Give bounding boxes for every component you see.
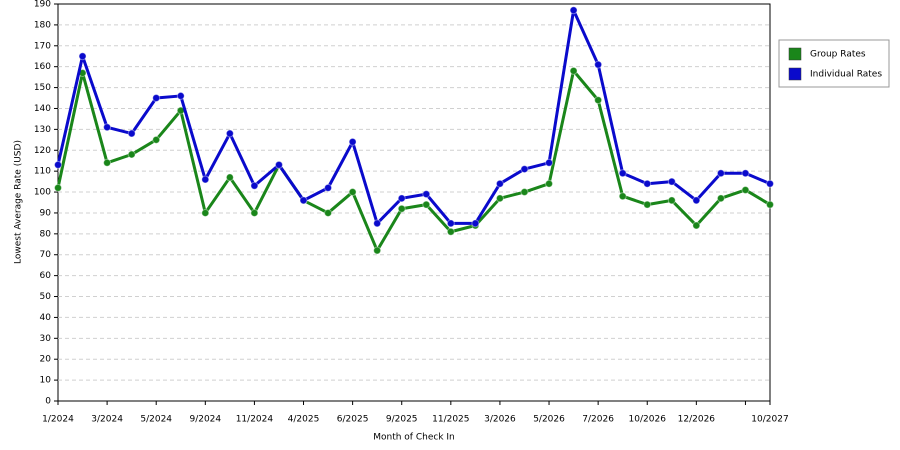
- data-point: [446, 219, 455, 228]
- data-point: [152, 135, 161, 144]
- y-tick-label: 150: [34, 83, 51, 93]
- data-point: [446, 227, 455, 236]
- y-tick-label: 90: [40, 208, 52, 218]
- x-tick-label: 10/2026: [629, 415, 667, 425]
- y-tick-label: 120: [34, 146, 51, 156]
- data-point: [594, 60, 603, 69]
- data-point: [643, 200, 652, 209]
- data-point: [422, 200, 431, 209]
- data-point: [569, 6, 578, 15]
- data-point: [176, 91, 185, 100]
- data-point: [692, 221, 701, 230]
- series-line: [56, 69, 771, 253]
- data-point: [201, 208, 210, 217]
- y-tick-label: 110: [34, 167, 51, 177]
- data-point: [594, 96, 603, 105]
- x-tick-label: 10/2027: [751, 415, 788, 425]
- y-tick-label: 190: [34, 0, 51, 10]
- data-point: [250, 208, 259, 217]
- x-tick-label: 5/2026: [533, 415, 565, 425]
- x-tick-label: 9/2025: [386, 415, 418, 425]
- data-point: [495, 194, 504, 203]
- x-tick-label: 1/2024: [42, 415, 74, 425]
- y-tick-label: 130: [34, 125, 51, 135]
- legend-swatch: [788, 47, 802, 61]
- data-point: [373, 219, 382, 228]
- legend-label: Group Rates: [810, 50, 866, 60]
- data-point: [373, 246, 382, 255]
- data-point: [78, 52, 87, 61]
- y-tick-label: 140: [34, 104, 51, 114]
- x-tick-label: 9/2024: [189, 415, 221, 425]
- series-line: [56, 8, 771, 225]
- data-point: [103, 158, 112, 167]
- y-tick-label: 160: [34, 62, 51, 72]
- data-point: [716, 194, 725, 203]
- data-point: [324, 208, 333, 217]
- data-point: [766, 179, 774, 188]
- data-point: [667, 177, 676, 186]
- x-tick-label: 6/2025: [337, 415, 369, 425]
- y-tick-label: 10: [40, 376, 52, 386]
- data-point: [127, 129, 136, 138]
- data-point: [545, 158, 554, 167]
- data-point: [545, 179, 554, 188]
- data-point: [201, 175, 210, 184]
- x-tick-label: 3/2026: [484, 415, 516, 425]
- x-tick-label: 7/2026: [582, 415, 614, 425]
- data-point: [225, 173, 234, 182]
- x-tick-label: 11/2025: [432, 415, 469, 425]
- data-point: [667, 196, 676, 205]
- data-point: [618, 192, 627, 201]
- y-tick-label: 30: [40, 334, 52, 344]
- data-point: [250, 181, 259, 190]
- y-tick-label: 50: [40, 292, 52, 302]
- data-point: [569, 66, 578, 75]
- data-point: [54, 183, 62, 192]
- y-tick-label: 180: [34, 20, 51, 30]
- data-point: [225, 129, 234, 138]
- x-tick-label: 5/2024: [140, 415, 172, 425]
- y-axis-title: Lowest Average Rate (USD): [14, 140, 24, 264]
- data-point: [103, 123, 112, 132]
- y-tick-label: 20: [40, 355, 52, 365]
- legend-label: Individual Rates: [810, 70, 882, 80]
- data-point: [692, 196, 701, 205]
- data-point: [422, 190, 431, 199]
- data-point: [299, 196, 308, 205]
- y-tick-label: 70: [40, 250, 52, 260]
- data-point: [520, 165, 529, 174]
- data-point: [152, 94, 161, 103]
- legend-swatch: [788, 67, 802, 81]
- data-point: [741, 185, 750, 194]
- data-point: [716, 169, 725, 178]
- data-point: [127, 150, 136, 159]
- data-point: [324, 183, 333, 192]
- x-tick-label: 3/2024: [91, 415, 123, 425]
- data-point: [397, 194, 406, 203]
- data-point: [348, 188, 357, 197]
- data-point: [766, 200, 774, 209]
- data-point: [274, 160, 283, 169]
- x-axis-title: Month of Check In: [373, 433, 455, 443]
- y-tick-label: 100: [34, 188, 51, 198]
- data-point: [643, 179, 652, 188]
- y-tick-label: 40: [40, 313, 52, 323]
- data-point: [618, 169, 627, 178]
- y-tick-label: 80: [40, 229, 52, 239]
- data-point: [397, 204, 406, 213]
- x-tick-label: 11/2024: [236, 415, 274, 425]
- data-point: [348, 137, 357, 146]
- y-tick-label: 0: [45, 397, 51, 407]
- x-tick-label: 12/2026: [678, 415, 716, 425]
- data-point: [741, 169, 750, 178]
- data-point: [495, 179, 504, 188]
- x-tick-label: 4/2025: [288, 415, 320, 425]
- y-tick-label: 170: [34, 41, 51, 51]
- y-tick-label: 60: [40, 271, 52, 281]
- data-point: [520, 188, 529, 197]
- data-point: [54, 160, 62, 169]
- data-point: [471, 219, 480, 228]
